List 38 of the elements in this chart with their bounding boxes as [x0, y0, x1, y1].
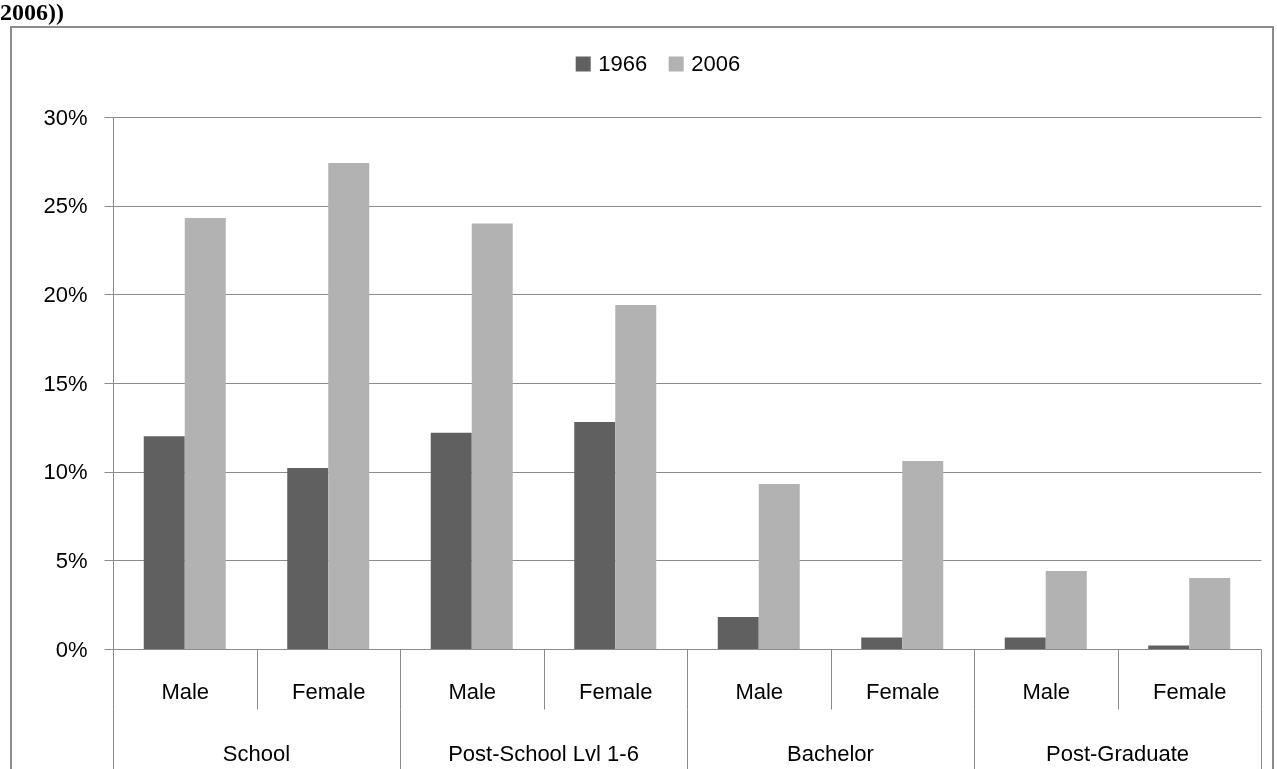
bar	[287, 468, 329, 649]
bar	[861, 637, 903, 649]
legend-label: 1966	[598, 51, 648, 76]
bar	[574, 422, 616, 649]
bar	[328, 163, 370, 649]
y-tick-label: 25%	[43, 193, 88, 219]
chart-title: 2006))	[0, 0, 64, 25]
bar	[902, 461, 944, 649]
bar	[1148, 645, 1190, 649]
y-tick-label: 10%	[43, 459, 88, 485]
y-tick-label: 20%	[43, 281, 88, 307]
bar	[471, 223, 513, 649]
legend-label: 2006	[691, 51, 741, 76]
x-tick-label: Male	[1022, 678, 1071, 704]
y-tick-label: 30%	[43, 104, 88, 130]
text: Bachelor	[787, 741, 874, 766]
x-tick-label: Female	[866, 678, 940, 704]
y-tick-label: 15%	[43, 370, 88, 396]
bar	[615, 304, 657, 649]
x-tick-label: Female	[579, 678, 653, 704]
y-tick-label: 5%	[55, 547, 88, 573]
bar	[1189, 578, 1231, 649]
bar	[758, 484, 800, 649]
bar	[1004, 637, 1046, 649]
bar	[1045, 570, 1087, 649]
y-tick-label: 0%	[55, 636, 88, 662]
bar	[717, 617, 759, 649]
text: Post-School Lvl 1-6	[448, 741, 639, 766]
x-tick-label: Male	[161, 678, 210, 704]
text: Post-Graduate	[1045, 741, 1190, 766]
x-tick-label: Female	[1153, 678, 1227, 704]
x-tick-label: Male	[735, 678, 784, 704]
x-tick-label: Male	[448, 678, 497, 704]
bar	[430, 432, 472, 649]
x-tick-label: Female	[292, 678, 366, 704]
text: School	[222, 741, 291, 766]
bar	[184, 218, 226, 649]
bar	[143, 436, 185, 649]
